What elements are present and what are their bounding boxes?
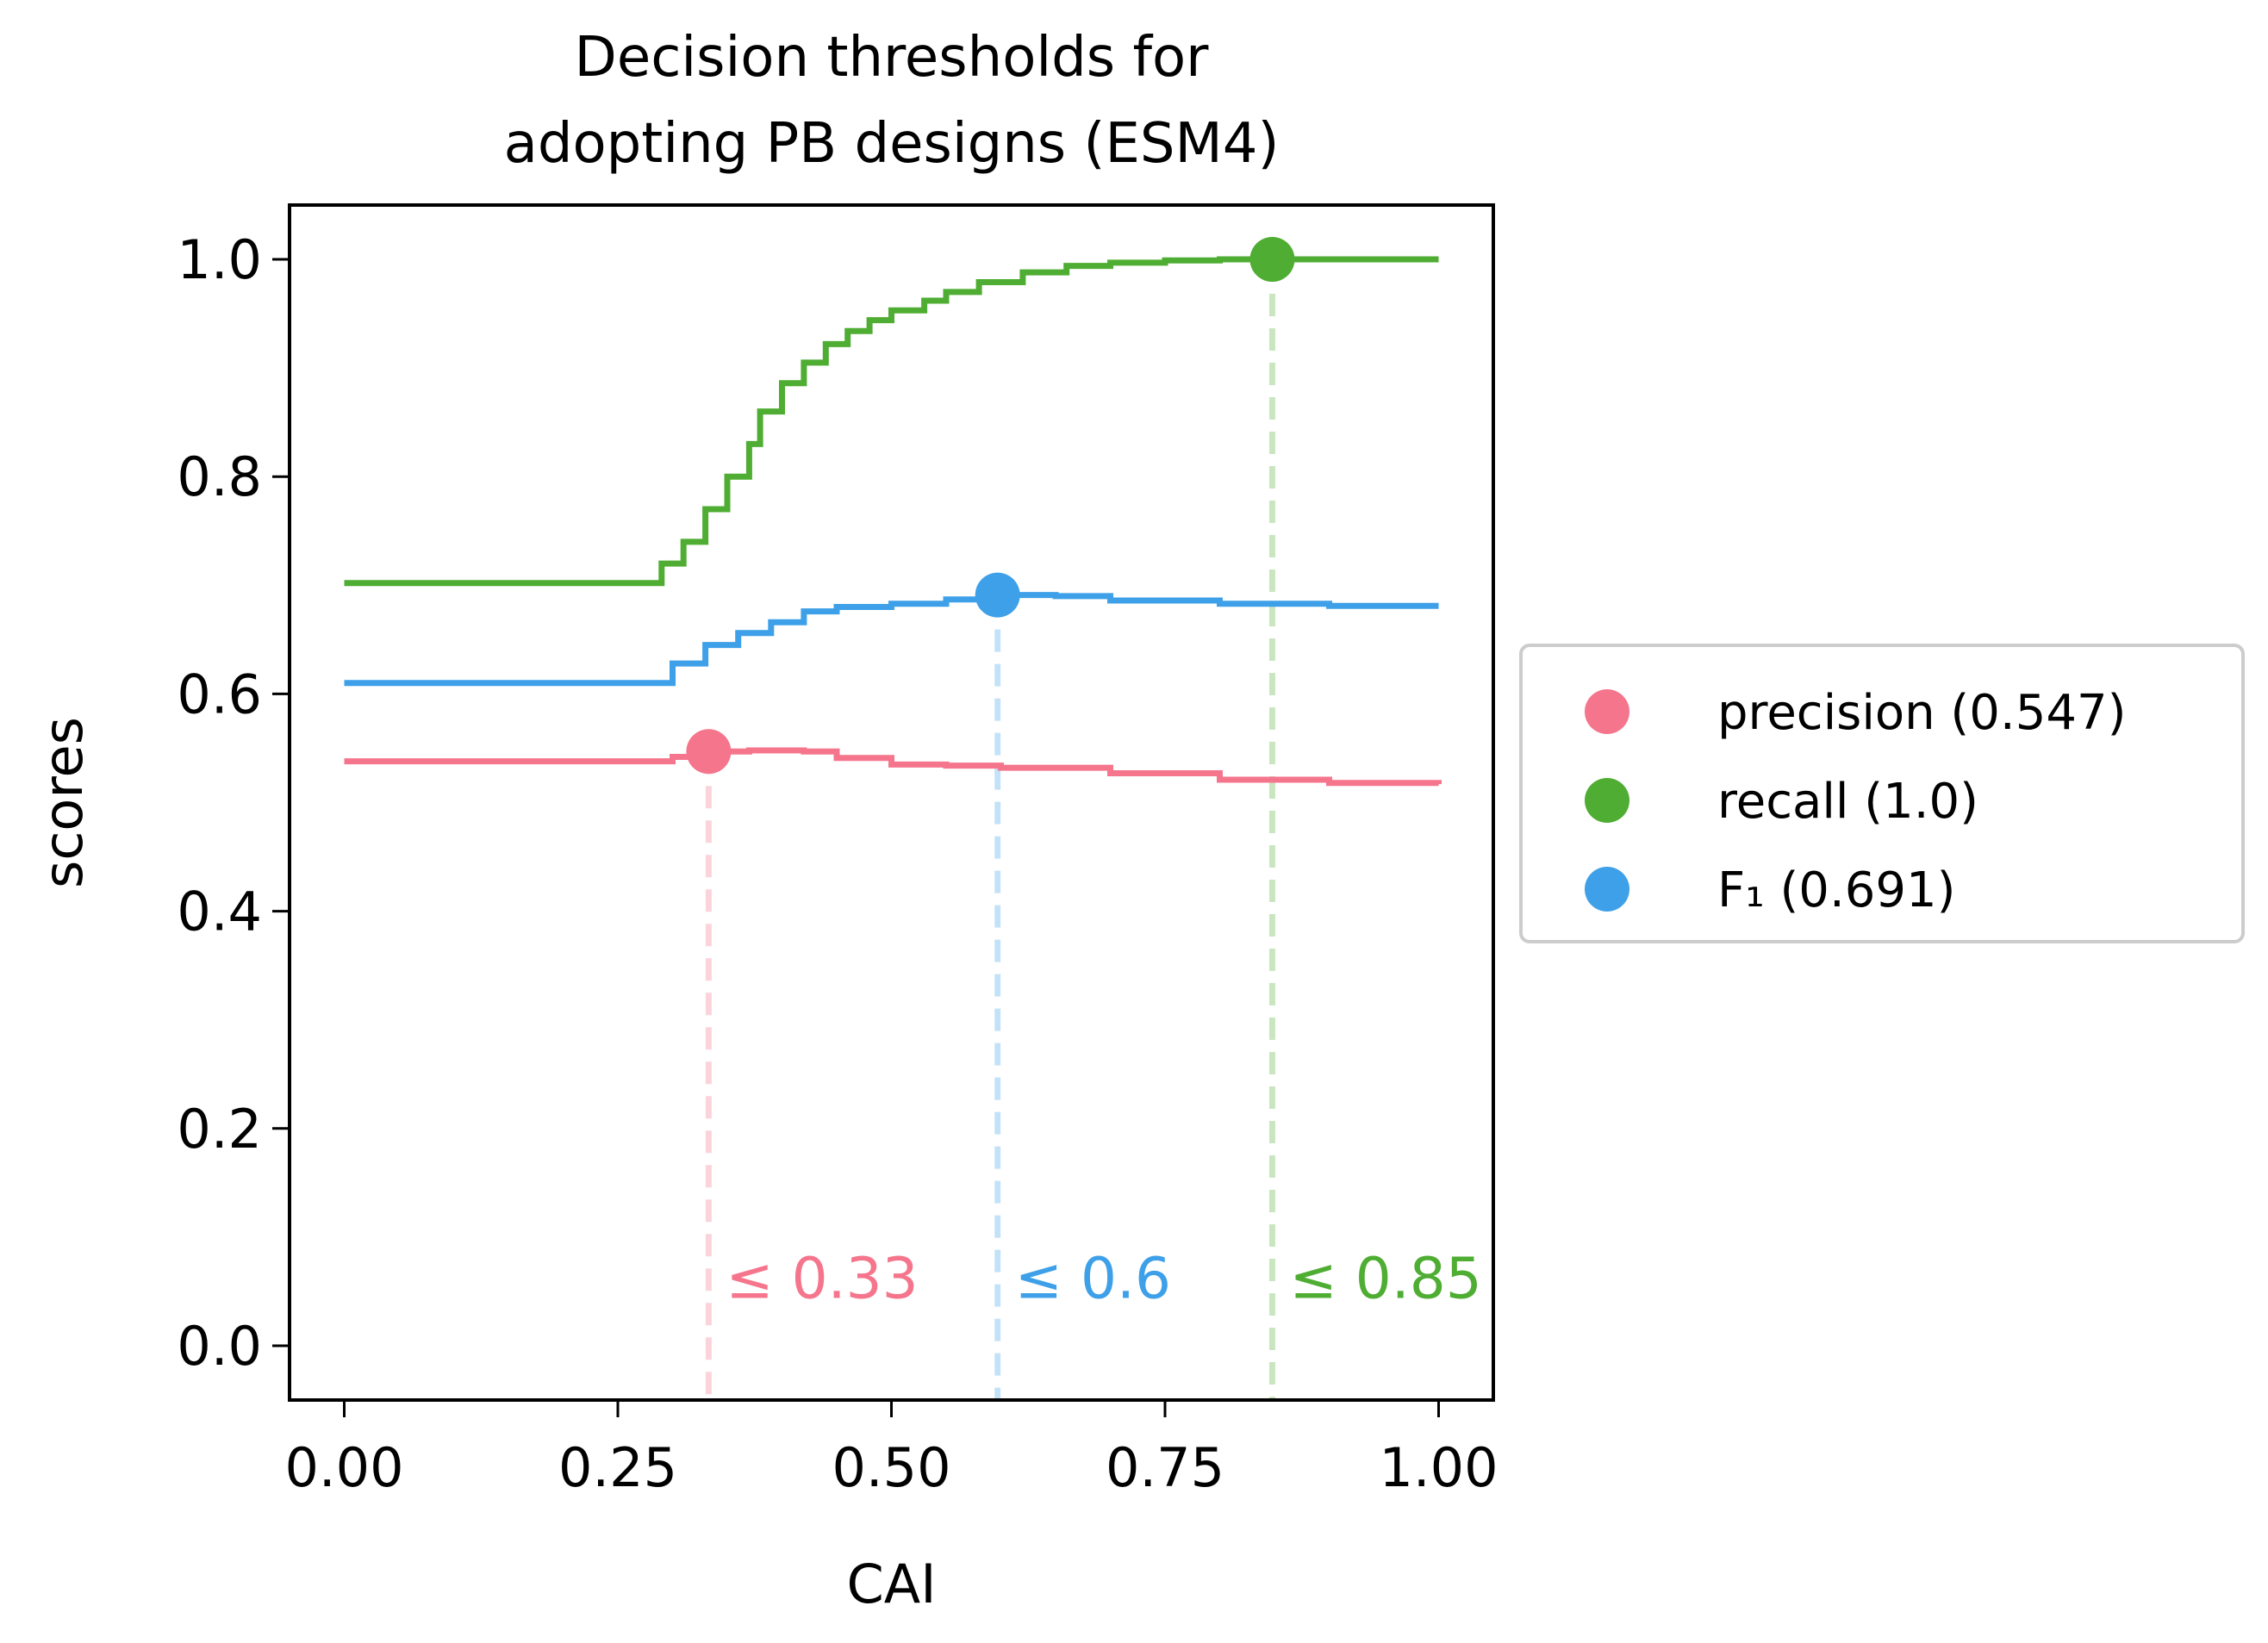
F1-best-point xyxy=(975,572,1020,618)
legend: precision (0.547) recall (1.0) F₁ (0.691) xyxy=(1519,644,2245,943)
y-tick-label: 0.0 xyxy=(177,1315,262,1378)
axes: 0.00 0.25 0.50 0.75 1.00 0.0 0.2 0.4 0.6 0.8 1.0 xyxy=(177,228,1498,1499)
chart-title-line-1: Decision thresholds for xyxy=(575,26,1210,90)
y-tick-label: 0.8 xyxy=(177,445,262,508)
x-tick-label: 1.00 xyxy=(1379,1436,1498,1499)
recall-threshold-label: ≤ 0.85 xyxy=(1289,1245,1481,1311)
precision-best-point xyxy=(686,729,732,775)
recall-curve xyxy=(344,256,1439,587)
F1-legend-label: F₁ (0.691) xyxy=(1717,862,1955,918)
F1-curve xyxy=(344,592,1439,687)
precision-threshold-label: ≤ 0.33 xyxy=(726,1245,918,1311)
x-tick-label: 0.75 xyxy=(1106,1436,1224,1499)
plot-frame xyxy=(288,203,1495,1402)
x-tick-label: 0.50 xyxy=(832,1436,950,1499)
y-tick-label: 1.0 xyxy=(177,228,262,291)
legend-box xyxy=(1519,644,2245,943)
precision-legend-label: precision (0.547) xyxy=(1717,685,2126,741)
plot-area: ≤ 0.33 ≤ 0.85 ≤ 0.6 xyxy=(344,237,1482,1400)
recall-best-point xyxy=(1249,237,1295,283)
precision-legend-marker xyxy=(1585,689,1629,734)
x-tick-label: 0.00 xyxy=(284,1436,403,1499)
chart-title-line-2: adopting PB designs (ESM4) xyxy=(504,112,1280,176)
F1-threshold-label: ≤ 0.6 xyxy=(1015,1245,1171,1311)
recall-legend-marker xyxy=(1585,778,1629,823)
y-axis-label: scores xyxy=(32,717,95,888)
chart-title: Decision thresholds for adopting PB desi… xyxy=(504,26,1280,176)
x-axis-label: CAI xyxy=(847,1553,937,1615)
y-tick-label: 0.2 xyxy=(177,1098,262,1161)
y-tick-label: 0.4 xyxy=(177,881,262,943)
recall-legend-label: recall (1.0) xyxy=(1717,774,1978,830)
F1-legend-marker xyxy=(1585,867,1629,912)
x-tick-label: 0.25 xyxy=(558,1436,677,1499)
y-tick-label: 0.6 xyxy=(177,663,262,725)
